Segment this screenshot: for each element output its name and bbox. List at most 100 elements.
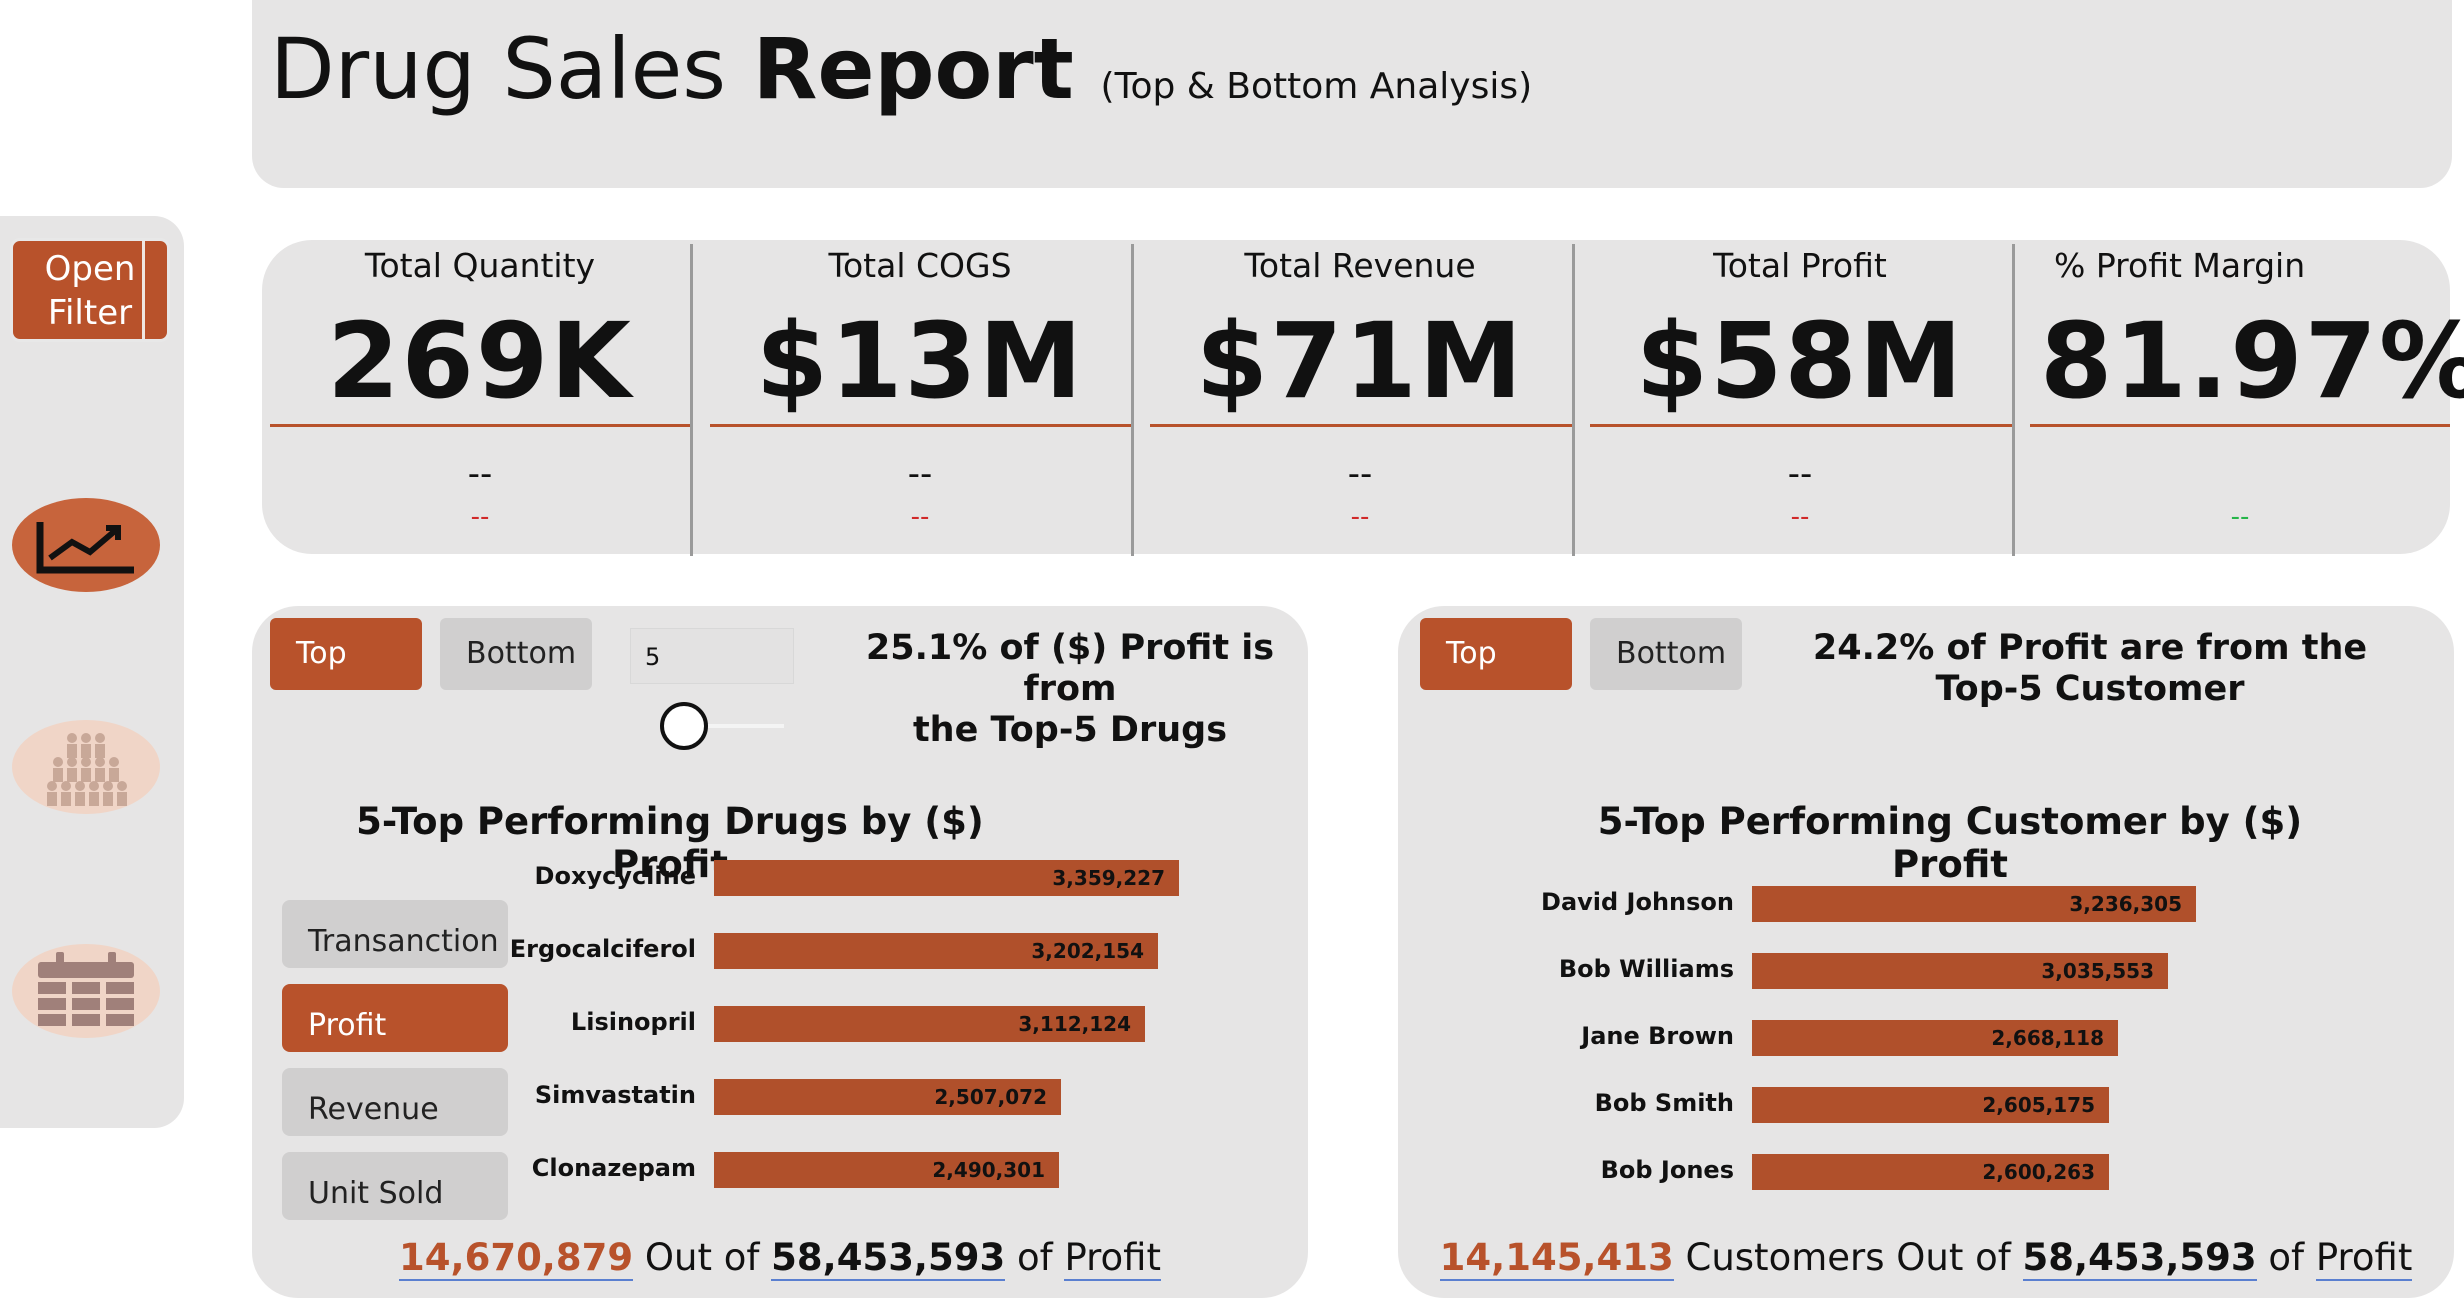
kpi-total-quantity: Total Quantity 269K -- --: [270, 240, 692, 554]
kpi-underline: [710, 424, 1132, 427]
bar[interactable]: [1752, 953, 2168, 989]
bar-data-label: 2,600,263: [1982, 1160, 2095, 1184]
people-group-icon[interactable]: [12, 720, 160, 814]
kpi-value: 81.97%: [2040, 300, 2464, 422]
customers-chart-title: 5-Top Performing Customer by ($) Profit: [1597, 800, 2303, 886]
bar-category-label: Bob Smith: [1594, 1089, 1734, 1117]
summary-line: the Top-5 Drugs: [912, 710, 1228, 750]
bar[interactable]: [714, 1079, 1061, 1115]
bar[interactable]: [714, 1006, 1145, 1042]
kpi-change: --: [907, 454, 933, 494]
kpi-profit-margin: % Profit Margin 81.97% --: [2030, 240, 2464, 554]
bar-category-label: Simvastatin: [534, 1081, 696, 1109]
bar[interactable]: [1752, 1087, 2109, 1123]
top-n-slider-thumb[interactable]: [660, 702, 708, 750]
footer-text: Out of: [644, 1236, 760, 1279]
top-toggle-button[interactable]: Top: [1420, 618, 1572, 690]
bar[interactable]: [1752, 1154, 2109, 1190]
kpi-total-profit: Total Profit $58M -- --: [1590, 240, 2012, 554]
bar-category-label: Clonazepam: [531, 1154, 696, 1182]
kpi-label: Total Quantity: [364, 246, 596, 285]
kpi-change-indicator: --: [2230, 502, 2250, 532]
title-banner: [252, 0, 2452, 188]
calendar-icon[interactable]: [12, 944, 160, 1038]
bar[interactable]: [714, 933, 1158, 969]
kpi-change: --: [1347, 454, 1373, 494]
kpi-underline: [1150, 424, 1572, 427]
title-light: Drug Sales: [270, 20, 727, 118]
trend-chart-icon[interactable]: [12, 498, 160, 592]
summary-line: 24.2% of Profit are from the: [1812, 628, 2368, 668]
drugs-bar-chart: Doxycycline 3,359,227 Ergocalciferol 3,202,…: [500, 860, 1260, 1220]
kpi-value: 269K: [327, 300, 633, 422]
footer-highlight-value: 14,670,879: [399, 1236, 634, 1281]
drugs-chart-title: 5-Top Performing Drugs by ($) Profit: [356, 800, 984, 886]
kpi-change: --: [467, 454, 493, 494]
bar[interactable]: [1752, 1020, 2118, 1056]
bar-data-label: 2,605,175: [1982, 1093, 2095, 1117]
kpi-band: [262, 240, 2450, 554]
kpi-divider: [1572, 244, 1575, 556]
kpi-change-indicator: --: [470, 502, 490, 532]
top-n-input[interactable]: 5: [630, 628, 794, 684]
bar-data-label: 3,236,305: [2069, 892, 2182, 916]
footer-text: of: [2268, 1236, 2305, 1279]
bar-category-label: Bob Jones: [1600, 1156, 1734, 1184]
title-subtitle: (Top & Bottom Analysis): [1100, 66, 1533, 107]
page-title: Drug Sales Report (Top & Bottom Analysis…: [270, 14, 1532, 142]
bar-category-label: Doxycycline: [534, 862, 696, 890]
customers-bar-chart: David Johnson 3,236,305 Bob Williams 3,035,…: [1500, 886, 2320, 1226]
open-filter-button[interactable]: Open Filter: [10, 238, 170, 342]
footer-highlight-value: 14,145,413: [1439, 1236, 1674, 1281]
kpi-value: $13M: [755, 300, 1085, 422]
summary-line: Top-5 Customer: [1935, 669, 2245, 709]
bar[interactable]: [714, 860, 1179, 896]
footer-total-value: 58,453,593: [2022, 1236, 2257, 1281]
kpi-value: $71M: [1195, 300, 1525, 422]
drugs-summary-text: 25.1% of ($) Profit is from the Top-5 Dr…: [820, 628, 1320, 751]
metric-button-revenue[interactable]: Revenue: [282, 1068, 508, 1136]
top-toggle-button[interactable]: Top: [270, 618, 422, 690]
kpi-underline: [2030, 424, 2450, 427]
top-n-slider-track[interactable]: [690, 724, 784, 728]
kpi-label: % Profit Margin: [2054, 246, 2306, 285]
bar[interactable]: [1752, 886, 2196, 922]
customers-footer: 14,145,413 Customers Out of 58,453,593 o…: [1398, 1236, 2454, 1281]
kpi-total-cogs: Total COGS $13M -- --: [710, 240, 1132, 554]
kpi-change-indicator: --: [1790, 502, 1810, 532]
bar-data-label: 2,490,301: [932, 1158, 1045, 1182]
metric-button-unit-sold[interactable]: Unit Sold: [282, 1152, 508, 1220]
customers-summary-text: 24.2% of Profit are from the Top-5 Custo…: [1780, 628, 2400, 710]
bar-data-label: 3,035,553: [2041, 959, 2154, 983]
kpi-change-indicator: --: [1350, 502, 1370, 532]
kpi-change-indicator: --: [910, 502, 930, 532]
bar-data-label: 3,202,154: [1031, 939, 1144, 963]
bar-data-label: 2,668,118: [1991, 1026, 2104, 1050]
bar-data-label: 3,359,227: [1052, 866, 1165, 890]
metric-button-transaction[interactable]: Transanction: [282, 900, 508, 968]
footer-text: of: [1017, 1236, 1053, 1279]
bar-data-label: 2,507,072: [934, 1085, 1047, 1109]
kpi-divider: [690, 244, 693, 556]
summary-line: 25.1% of ($) Profit is from: [865, 628, 1275, 709]
bar-data-label: 3,112,124: [1018, 1012, 1131, 1036]
bar[interactable]: [714, 1152, 1059, 1188]
bottom-toggle-button[interactable]: Bottom: [440, 618, 592, 690]
bar-category-label: Ergocalciferol: [509, 935, 696, 963]
bar-category-label: David Johnson: [1541, 888, 1734, 916]
kpi-label: Total COGS: [828, 246, 1012, 285]
kpi-value: $58M: [1635, 300, 1965, 422]
kpi-divider: [1131, 244, 1134, 556]
bottom-toggle-button[interactable]: Bottom: [1590, 618, 1742, 690]
footer-total-value: 58,453,593: [771, 1236, 1006, 1281]
bar-category-label: Lisinopril: [570, 1008, 696, 1036]
kpi-underline: [270, 424, 692, 427]
kpi-change: --: [1787, 454, 1813, 494]
footer-measure: Profit: [1064, 1236, 1161, 1281]
kpi-underline: [1590, 424, 2012, 427]
kpi-label: Total Revenue: [1244, 246, 1476, 285]
metric-button-profit[interactable]: Profit: [282, 984, 508, 1052]
bar-category-label: Jane Brown: [1581, 1022, 1734, 1050]
bar-category-label: Bob Williams: [1558, 955, 1734, 983]
kpi-label: Total Profit: [1713, 246, 1887, 285]
